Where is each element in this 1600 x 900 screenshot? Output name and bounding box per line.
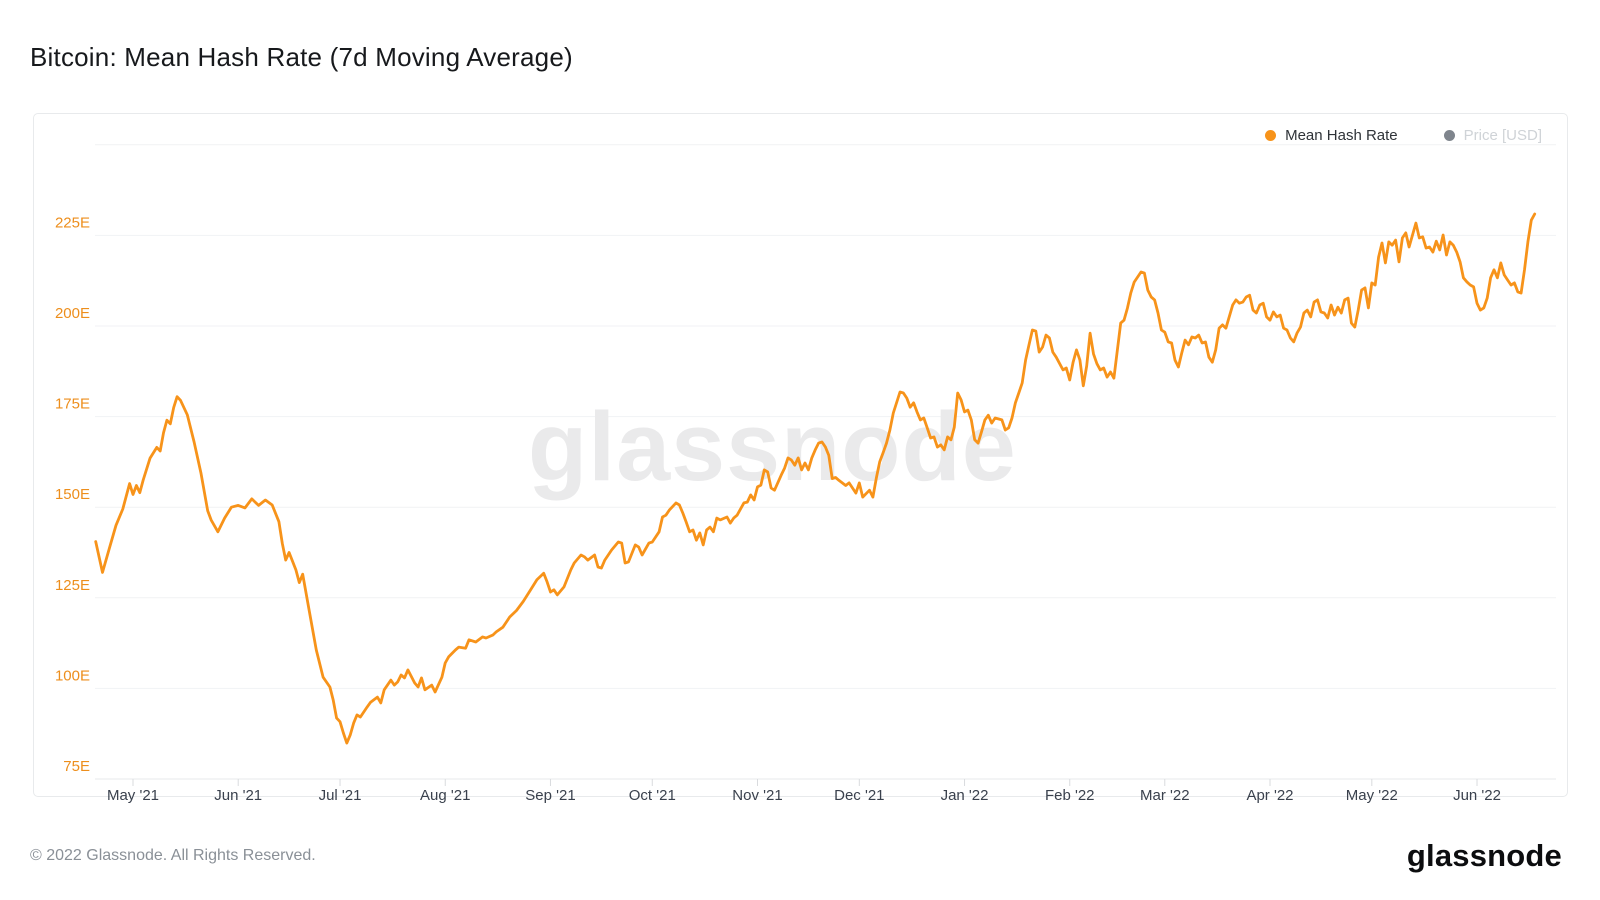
legend: Mean Hash Rate Price [USD]	[1265, 127, 1542, 144]
svg-text:175E: 175E	[55, 396, 90, 413]
svg-text:Apr '22: Apr '22	[1246, 787, 1293, 804]
copyright-text: © 2022 Glassnode. All Rights Reserved.	[30, 847, 316, 864]
svg-text:125E: 125E	[55, 577, 90, 594]
svg-text:Jan '22: Jan '22	[941, 787, 989, 804]
svg-text:Oct '21: Oct '21	[629, 787, 676, 804]
svg-text:225E: 225E	[55, 214, 90, 231]
chart-card	[33, 113, 1568, 797]
svg-text:Mar '22: Mar '22	[1140, 787, 1190, 804]
svg-text:May '22: May '22	[1346, 787, 1398, 804]
svg-text:Jun '21: Jun '21	[214, 787, 262, 804]
svg-text:100E: 100E	[55, 667, 90, 684]
svg-text:Nov '21: Nov '21	[732, 787, 782, 804]
svg-text:150E: 150E	[55, 486, 90, 503]
legend-label-mean-hash-rate: Mean Hash Rate	[1285, 127, 1398, 144]
legend-item-mean-hash-rate[interactable]: Mean Hash Rate	[1265, 127, 1398, 144]
svg-text:75E: 75E	[63, 758, 90, 775]
legend-dot-price-usd-icon	[1443, 130, 1455, 141]
svg-text:Jul '21: Jul '21	[319, 787, 362, 804]
svg-text:200E: 200E	[55, 305, 90, 322]
legend-dot-mean-hash-rate-icon	[1265, 130, 1277, 141]
svg-text:Feb '22: Feb '22	[1045, 787, 1095, 804]
svg-text:Aug '21: Aug '21	[420, 787, 470, 804]
glassnode-logo: glassnode	[1406, 838, 1562, 873]
svg-text:May '21: May '21	[107, 787, 159, 804]
svg-text:Dec '21: Dec '21	[834, 787, 884, 804]
legend-label-price-usd: Price [USD]	[1463, 127, 1542, 144]
legend-item-price-usd[interactable]: Price [USD]	[1443, 127, 1542, 144]
page-title: Bitcoin: Mean Hash Rate (7d Moving Avera…	[30, 42, 573, 72]
svg-text:Sep '21: Sep '21	[525, 787, 575, 804]
svg-text:Jun '22: Jun '22	[1453, 787, 1501, 804]
glassnode-watermark: glassnode	[528, 392, 1017, 501]
